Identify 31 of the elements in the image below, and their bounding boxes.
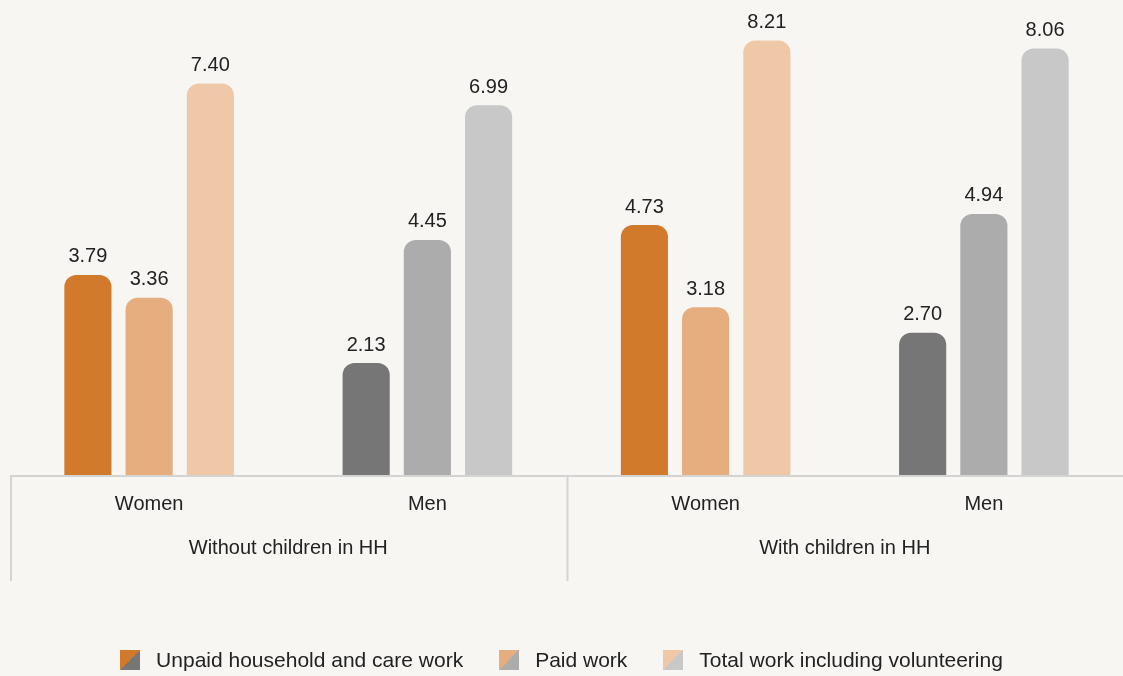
data-label: 8.06 bbox=[1025, 17, 1065, 40]
data-label: 2.13 bbox=[346, 332, 386, 355]
bar bbox=[899, 332, 947, 476]
bar bbox=[342, 363, 390, 476]
bar bbox=[403, 239, 451, 476]
data-label: 4.73 bbox=[624, 194, 664, 217]
data-label: 7.40 bbox=[190, 52, 230, 75]
bar bbox=[960, 213, 1008, 476]
bar bbox=[186, 83, 234, 476]
data-label: 2.70 bbox=[903, 302, 943, 325]
data-label: 6.99 bbox=[469, 74, 509, 97]
bar bbox=[64, 274, 112, 476]
x-tick-label: Women bbox=[114, 491, 184, 514]
bar bbox=[620, 225, 668, 476]
data-label: 4.94 bbox=[964, 183, 1004, 206]
legend-label: Unpaid household and care work bbox=[156, 648, 464, 672]
data-label: 3.36 bbox=[129, 267, 169, 290]
x-tick-label: Women bbox=[671, 491, 740, 514]
legend-label: Paid work bbox=[535, 648, 628, 672]
text: With children in HH bbox=[759, 535, 931, 558]
data-label: 4.45 bbox=[407, 209, 447, 232]
bar bbox=[682, 307, 730, 476]
x-tick-label: Men bbox=[964, 491, 1004, 514]
legend-label: Total work including volunteering bbox=[699, 648, 1003, 672]
data-label: 3.18 bbox=[686, 276, 726, 299]
x-tick-label: Men bbox=[407, 491, 447, 514]
bar bbox=[125, 297, 173, 476]
data-label: 3.79 bbox=[68, 244, 108, 267]
text: Without children in HH bbox=[188, 535, 388, 558]
data-label: 8.21 bbox=[747, 10, 787, 32]
bar bbox=[743, 40, 791, 476]
